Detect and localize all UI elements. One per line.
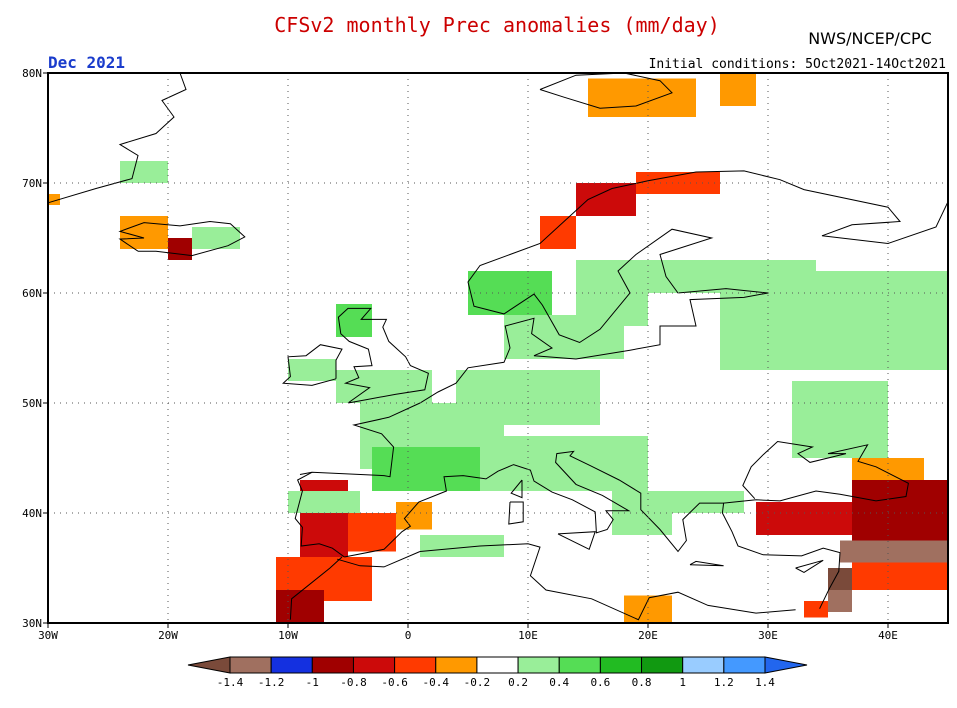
- x-tick-label: 30W: [38, 629, 58, 642]
- x-axis: 30W 20W 10W 0 10E 20E 30E 40E: [38, 623, 898, 642]
- coastline: [723, 440, 909, 504]
- colorbar-tick-label: 0.8: [632, 676, 652, 689]
- anomaly-cell: [480, 436, 648, 491]
- anomaly-cell: [288, 491, 360, 513]
- y-tick-label: 30N: [22, 617, 42, 630]
- y-tick-label: 50N: [22, 397, 42, 410]
- coastline: [282, 344, 343, 386]
- colorbar-tick-label: -0.2: [464, 676, 491, 689]
- anomaly-cell: [48, 194, 60, 205]
- coastlines: [47, 72, 949, 621]
- colorbar-tick-label: -0.8: [340, 676, 367, 689]
- colorbar-bin: [517, 656, 560, 674]
- coastline: [337, 551, 421, 568]
- map-frame: [47, 72, 949, 624]
- coastline: [539, 72, 673, 109]
- anomaly-cell: [804, 601, 828, 618]
- anomaly-cell: [288, 359, 336, 381]
- colorbar-bin: [764, 656, 808, 674]
- y-tick-label: 80N: [22, 67, 42, 80]
- colorbar-tick-label: 1.2: [714, 676, 734, 689]
- anomaly-cell: [168, 238, 192, 260]
- coastline: [47, 72, 187, 204]
- anomaly-cell: [192, 227, 240, 249]
- colorbar-tick-label: 0.4: [549, 676, 569, 689]
- anomaly-cell: [792, 381, 888, 458]
- anomaly-cell: [540, 216, 576, 249]
- colorbar-bin: [311, 656, 354, 674]
- colorbar-bin: [187, 656, 231, 674]
- x-tick-label: 20W: [158, 629, 178, 642]
- agency-label: NWS/NCEP/CPC: [808, 29, 932, 48]
- x-tick-label: 20E: [638, 629, 658, 642]
- colorbar-bin: [435, 656, 478, 674]
- chart-title: CFSv2 monthly Prec anomalies (mm/day): [274, 13, 720, 37]
- anomaly-cell: [852, 562, 948, 590]
- gridlines: [48, 73, 948, 623]
- y-tick-label: 60N: [22, 287, 42, 300]
- coastline: [344, 450, 841, 609]
- colorbar-bin: [558, 656, 601, 674]
- coastline: [419, 543, 796, 621]
- y-axis: 30N 40N 50N 60N 70N 80N: [22, 67, 48, 630]
- colorbar-tick-label: 0.6: [590, 676, 610, 689]
- colorbar-tick-label: 1: [679, 676, 686, 689]
- colorbar-bin: [394, 656, 437, 674]
- coastline: [289, 556, 343, 620]
- anomaly-cell: [828, 590, 852, 612]
- x-tick-label: 30E: [758, 629, 778, 642]
- colorbar: -1.4 -1.2 -1 -0.8 -0.6 -0.4 -0.2 0.2 0.4 0.6 0.8 1 1…: [187, 656, 808, 689]
- x-tick-label: 0: [405, 629, 412, 642]
- coastline: [294, 471, 345, 558]
- anomaly-cell: [120, 216, 168, 249]
- anomaly-cell: [588, 78, 696, 117]
- anomaly-cell: [720, 73, 756, 106]
- y-tick-label: 40N: [22, 507, 42, 520]
- colorbar-bin: [599, 656, 643, 674]
- anomaly-cell: [840, 540, 948, 563]
- coastline: [337, 307, 429, 404]
- anomaly-cell: [576, 183, 636, 216]
- colorbar-bin: [682, 656, 725, 674]
- anomaly-cell: [372, 447, 480, 491]
- coastline: [118, 220, 246, 257]
- colorbar-bin: [229, 656, 272, 674]
- anomaly-cell: [672, 491, 744, 513]
- y-tick-label: 70N: [22, 177, 42, 190]
- anomaly-cell: [756, 502, 852, 535]
- anomaly-cell: [276, 590, 324, 623]
- valid-month-label: Dec 2021: [48, 53, 125, 72]
- anomaly-cell: [828, 568, 852, 590]
- colorbar-tick-label: -1.4: [217, 676, 244, 689]
- init-conditions-label: Initial conditions: 5Oct2021-14Oct2021: [649, 57, 946, 72]
- anomaly-cell: [396, 502, 432, 530]
- colorbar-tick-label: -1.2: [258, 676, 285, 689]
- colorbar-tick-label: 1.4: [755, 676, 775, 689]
- colorbar-bin: [270, 656, 313, 674]
- x-tick-label: 10W: [278, 629, 298, 642]
- anomaly-field: [48, 73, 948, 623]
- anomaly-cell: [336, 304, 372, 337]
- colorbar-bin: [641, 656, 684, 674]
- colorbar-bin: [476, 656, 519, 674]
- anomaly-cell: [420, 535, 504, 557]
- anomaly-cell: [336, 370, 432, 403]
- x-tick-label: 10E: [518, 629, 538, 642]
- colorbar-bin: [352, 656, 396, 674]
- colorbar-tick-label: -1: [306, 676, 319, 689]
- anomaly-cell: [348, 513, 396, 552]
- colorbar-tick-label: -0.6: [381, 676, 408, 689]
- anomaly-cell: [648, 260, 816, 293]
- coastline: [508, 501, 524, 525]
- colorbar-tick-label: -0.4: [423, 676, 450, 689]
- coastline: [795, 559, 824, 573]
- colorbar-tick-label: 0.2: [508, 676, 528, 689]
- coastline: [299, 170, 949, 478]
- x-tick-label: 40E: [878, 629, 898, 642]
- coastline: [689, 560, 724, 567]
- colorbar-bin: [723, 656, 766, 674]
- coastline: [510, 479, 523, 499]
- coastline: [557, 531, 596, 551]
